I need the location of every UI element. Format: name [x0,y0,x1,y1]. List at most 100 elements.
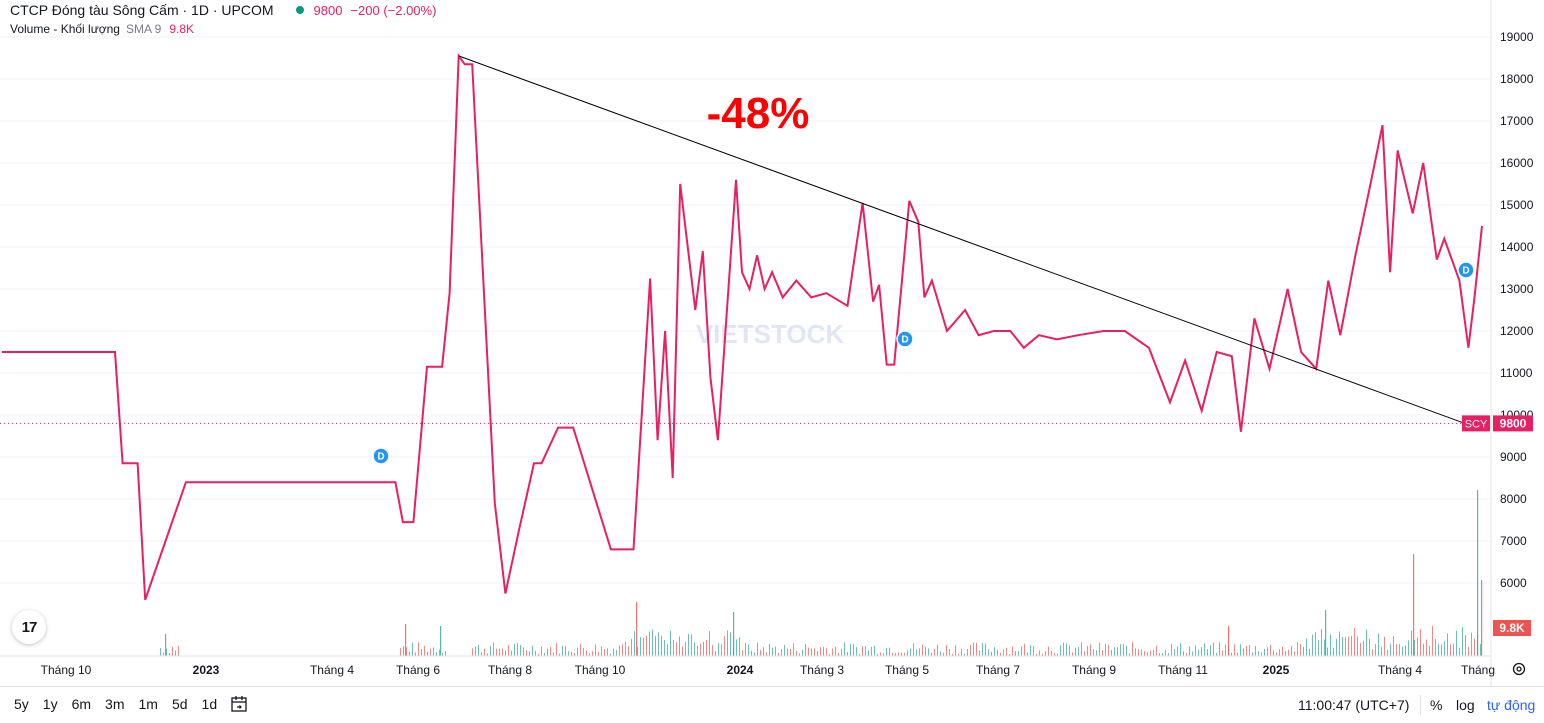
volume-bar [547,649,548,656]
volume-bar [556,643,557,656]
volume-bar [178,646,179,656]
volume-bar [1438,644,1439,656]
volume-bar [1468,647,1469,656]
range-1y[interactable]: 1y [43,696,58,712]
volume-bar [649,631,650,656]
volume-bar [1348,637,1349,656]
volume-bar [550,647,551,656]
volume-bar [1183,651,1184,656]
auto-scale-toggle[interactable]: tự động [1487,697,1535,713]
range-5y[interactable]: 5y [14,696,29,712]
volume-bar [1132,642,1133,656]
volume-bar [640,637,641,656]
volume-bar [706,640,707,656]
watermark: VIETSTOCK [696,319,845,349]
volume-bar [1393,636,1394,656]
volume-bar [946,645,947,656]
price-tick-label: 19000 [1500,30,1534,44]
tradingview-logo-icon[interactable]: 17 [12,610,46,644]
settings-gear-icon[interactable] [1511,661,1527,677]
volume-bar [712,645,713,656]
volume-indicator-label[interactable]: Volume - Khối lượng [10,22,120,36]
volume-bar [1426,639,1427,656]
log-scale-toggle[interactable]: log [1456,697,1475,713]
volume-bar [937,645,938,656]
volume-bar [409,652,410,656]
volume-bar [175,651,176,656]
time-tick-label: Tháng 10 [575,663,626,677]
range-5d[interactable]: 5d [172,696,188,712]
volume-bar [811,648,812,656]
volume-bar [523,647,524,656]
volume-bar [424,646,425,656]
volume-bar [172,647,173,656]
volume-bar [844,642,845,656]
volume-bar [553,652,554,656]
volume-bar [985,644,986,656]
volume-bar [1114,647,1115,656]
volume-bar [415,653,416,656]
volume-bar [562,646,563,656]
volume-bar [1432,626,1433,656]
volume-bar [925,647,926,656]
volume-bar [907,650,908,656]
bottom-toolbar: 5y 1y 6m 3m 1m 5d 1d 11:00:47 (UTC+7) % … [0,686,1544,723]
volume-bar [898,652,899,656]
volume-bar [991,652,992,656]
range-1m[interactable]: 1m [139,696,158,712]
time-tick-label: Tháng 4 [310,663,354,677]
volume-bar [1471,632,1472,656]
volume-bar [1024,644,1025,656]
price-chart[interactable]: VIETSTOCK DDD -48% 190001800017000160001… [0,0,1544,686]
volume-bar [658,632,659,656]
volume-bar [583,648,584,656]
dividend-marker[interactable]: D [373,448,389,464]
range-1d[interactable]: 1d [202,696,218,712]
volume-bar [766,653,767,656]
price-tick-label: 6000 [1500,576,1527,590]
volume-bar [1096,650,1097,656]
volume-bar [835,647,836,656]
volume-bar [1453,644,1454,656]
volume-bar [1465,635,1466,656]
dividend-marker[interactable]: D [897,331,913,347]
volume-bar [949,649,950,656]
volume-bar [577,648,578,656]
price-tick-label: 15000 [1500,198,1534,212]
range-6m[interactable]: 6m [72,696,91,712]
volume-bar [643,638,644,656]
percent-scale-toggle[interactable]: % [1430,697,1442,713]
volume-bar [1351,636,1352,656]
volume-bar [1327,648,1328,656]
range-3m[interactable]: 3m [105,696,124,712]
volume-bar [165,634,166,656]
volume-bar [817,651,818,656]
volume-bar [1267,647,1268,656]
volume-bar [913,643,914,656]
volume-bar [1387,650,1388,656]
time-tick-label: 2023 [193,663,220,677]
symbol-title[interactable]: CTCP Đóng tàu Sông Cấm · 1D · UPCOM [10,2,274,18]
volume-bar [688,634,689,656]
volume-bar [1282,647,1283,656]
calendar-goto-icon[interactable] [230,695,248,713]
price-tick-label: 16000 [1500,156,1534,170]
volume-bar [1255,646,1256,656]
volume-bar [1405,646,1406,656]
clock-timezone[interactable]: 11:00:47 (UTC+7) [1298,697,1409,713]
volume-bar [1480,644,1481,656]
volume-bar [1435,639,1436,656]
dividend-marker[interactable]: D [1458,262,1474,278]
volume-bar [1153,650,1154,656]
volume-bar [1291,646,1292,656]
volume-bar [652,630,653,656]
volume-bar [1459,648,1460,656]
volume-bar [676,642,677,656]
volume-bar [715,651,716,656]
volume-bar [634,631,635,656]
volume-bar [598,652,599,656]
price-tick-label: 8000 [1500,492,1527,506]
volume-bar [1390,644,1391,656]
volume-bar [493,643,494,656]
